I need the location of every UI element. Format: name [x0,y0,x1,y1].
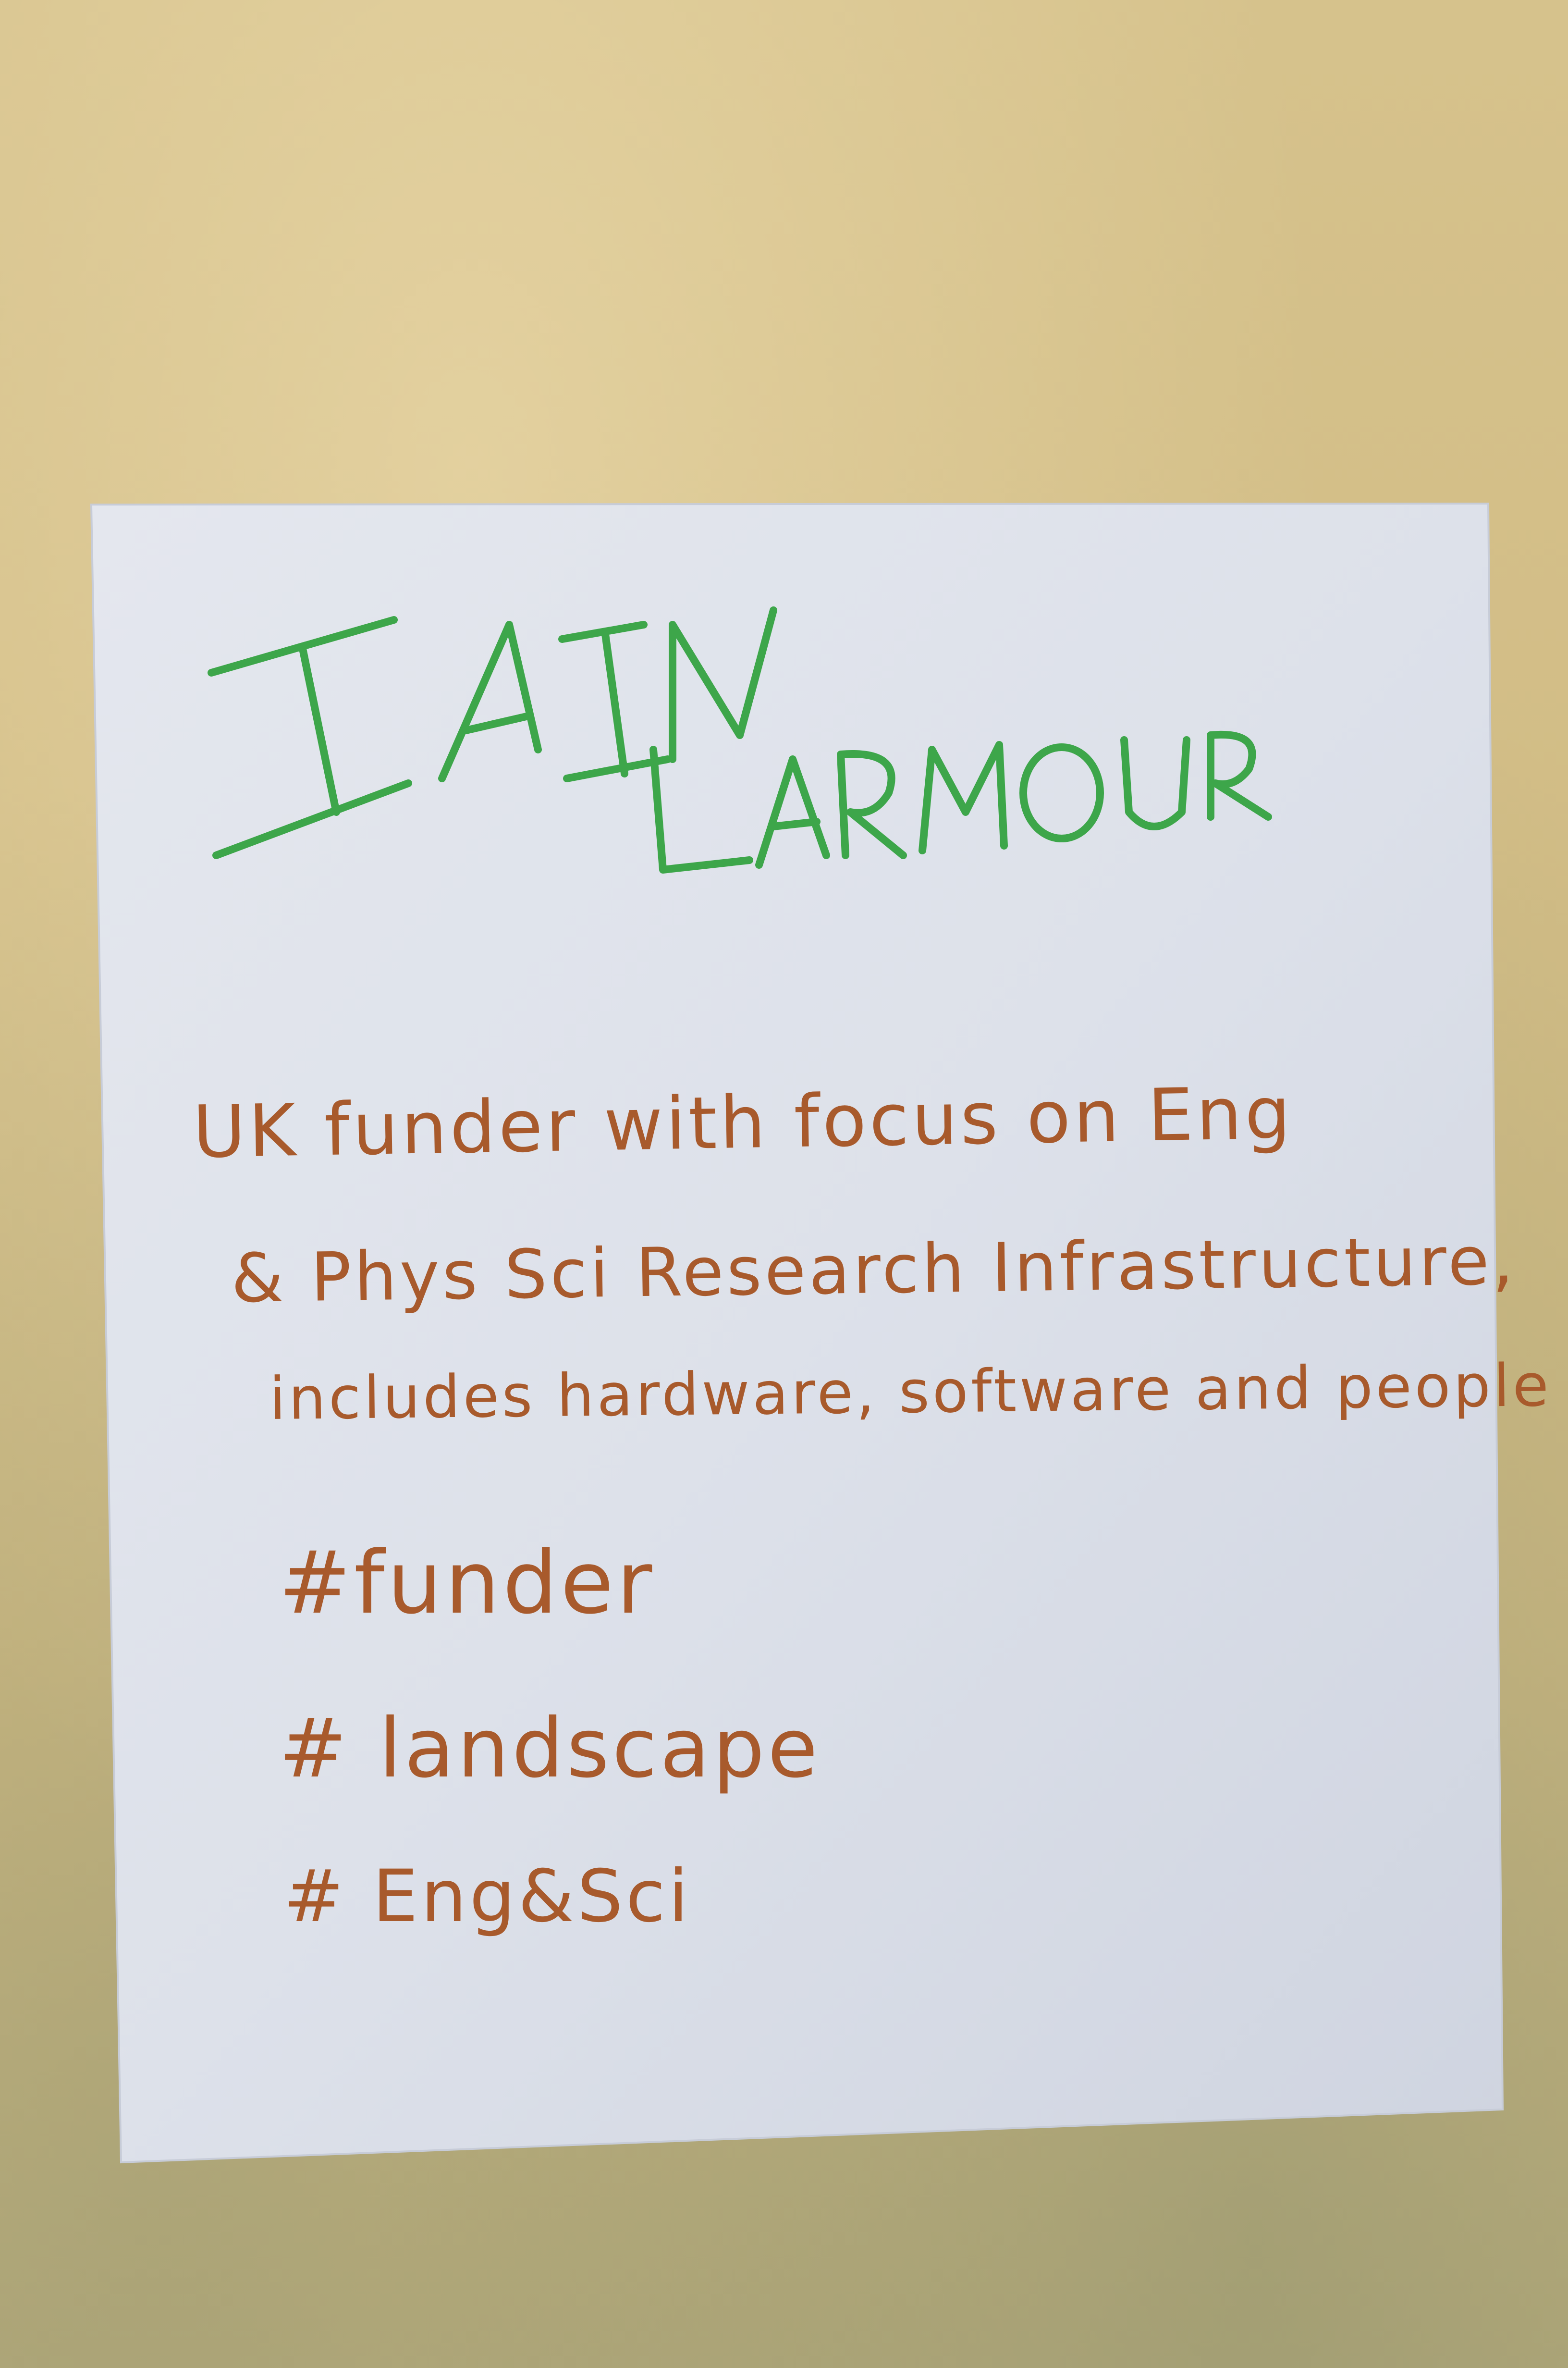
hashtag-landscape-text: # landscape [279,1701,821,1796]
paper-sheet [90,502,1504,2164]
hashtag-landscape: # landscape [279,1701,821,1796]
name-last-handwriting [649,730,1272,874]
description-line-3: includes hardware, software and people [269,1351,1552,1433]
hashtag-funder: #funder [279,1533,655,1633]
hashtag-engsci-text: # Eng&Sci [283,1855,691,1938]
hashtag-funder-text: #funder [279,1533,655,1633]
hashtag-engsci: # Eng&Sci [283,1855,691,1938]
